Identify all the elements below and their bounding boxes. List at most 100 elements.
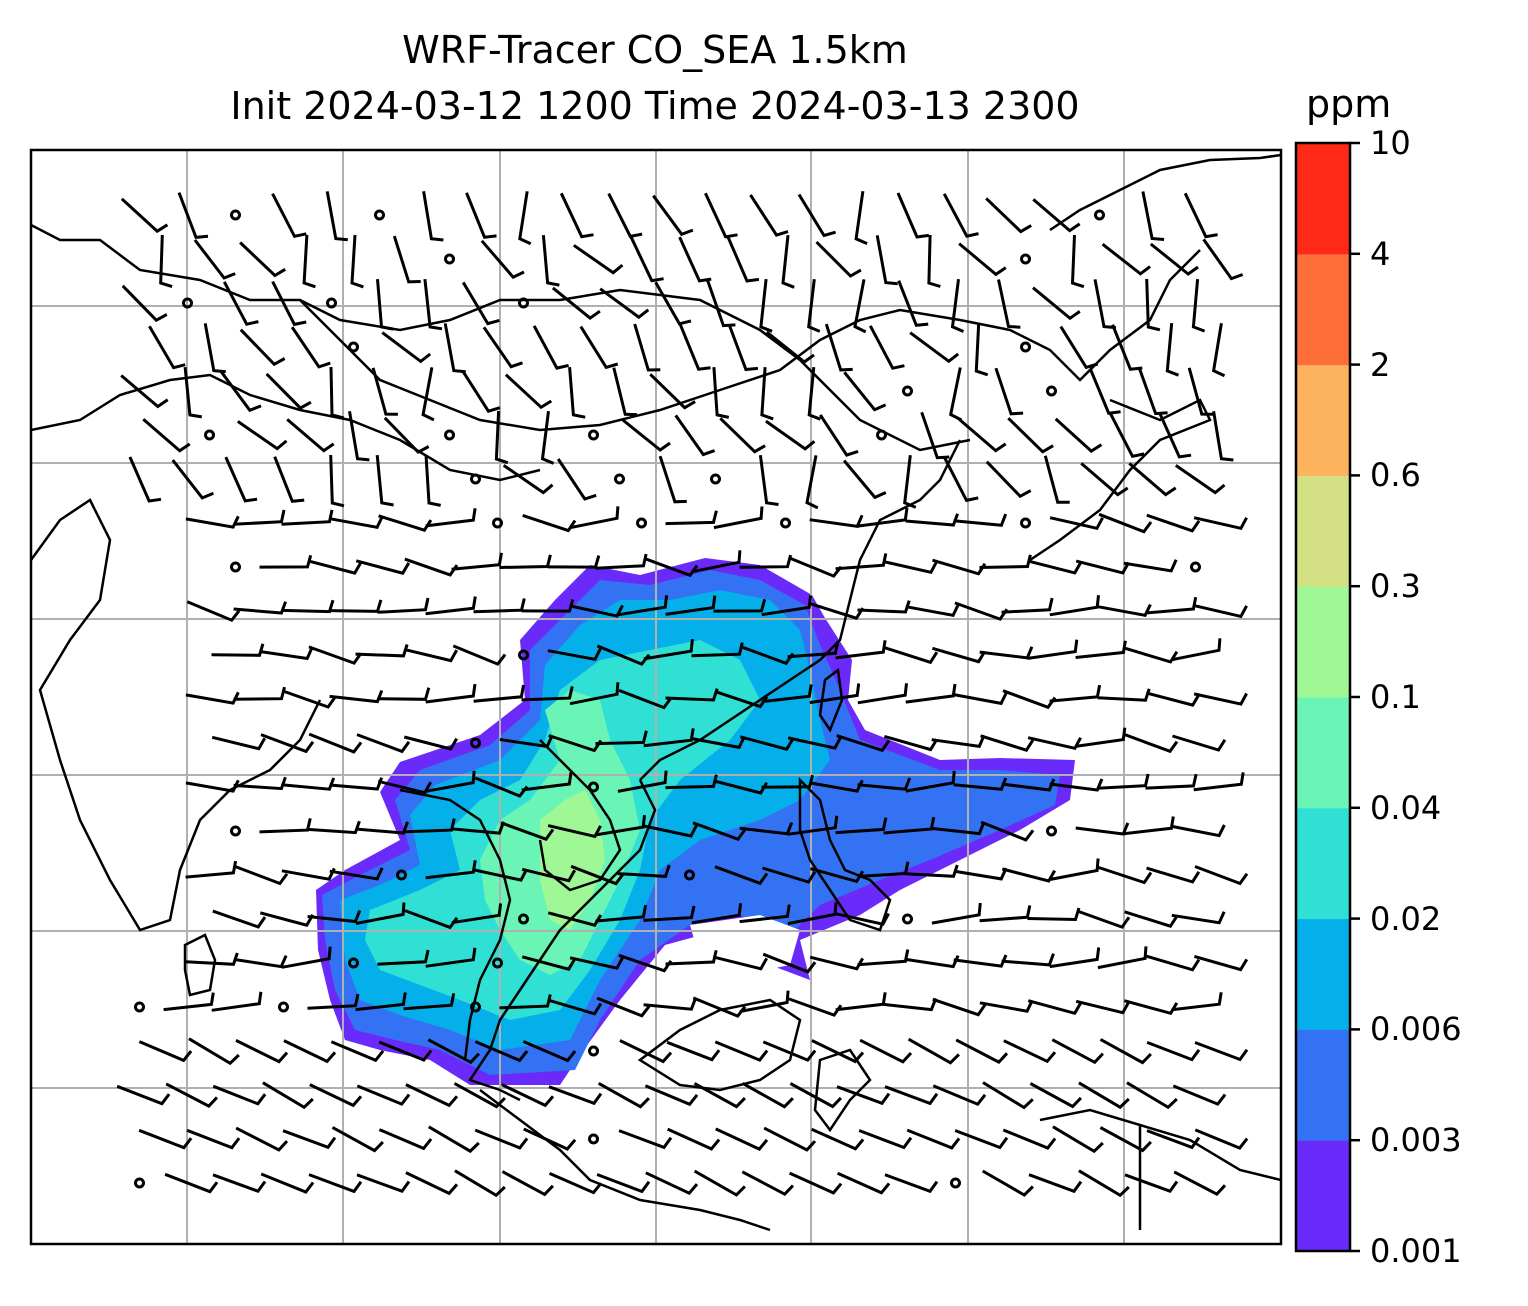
wind-barb bbox=[749, 194, 789, 237]
wind-barb bbox=[760, 366, 774, 421]
wind-barb bbox=[325, 191, 348, 242]
wind-barb bbox=[1049, 684, 1102, 703]
wind-barb bbox=[451, 552, 503, 571]
wind-barb bbox=[1027, 736, 1082, 751]
wind-barb bbox=[1001, 778, 1056, 792]
calm-wind-marker bbox=[588, 1045, 599, 1057]
wind-barb bbox=[265, 372, 312, 410]
wind-barb bbox=[281, 777, 336, 791]
wind-barb bbox=[1098, 866, 1153, 885]
wind-barb bbox=[858, 1129, 913, 1150]
calm-wind-marker bbox=[1094, 209, 1105, 221]
wind-barb bbox=[644, 1084, 699, 1107]
wind-barb bbox=[883, 560, 938, 575]
wind-barb bbox=[597, 1081, 650, 1109]
wind-barb bbox=[807, 279, 821, 333]
wind-barb bbox=[979, 554, 1032, 569]
wind-barb bbox=[1123, 999, 1179, 1016]
colorbar-tick-label: 0.1 bbox=[1370, 678, 1421, 716]
wind-barb bbox=[1098, 512, 1153, 534]
concentration-field bbox=[316, 558, 1075, 1085]
wind-barb bbox=[259, 554, 313, 569]
wind-barb bbox=[572, 244, 624, 275]
wind-barb bbox=[997, 279, 1021, 329]
calm-wind-marker bbox=[182, 297, 193, 309]
wind-barb bbox=[259, 818, 312, 834]
wind-barb bbox=[810, 1127, 865, 1151]
wind-barb bbox=[377, 687, 431, 701]
wind-barb bbox=[809, 514, 864, 528]
wind-barb bbox=[290, 326, 331, 369]
calm-wind-marker bbox=[636, 517, 647, 529]
new-guinea bbox=[1039, 1108, 1281, 1230]
wind-barb bbox=[618, 1129, 673, 1150]
calm-wind-marker bbox=[230, 561, 241, 573]
wind-barb bbox=[1165, 322, 1180, 377]
wind-barb bbox=[715, 1127, 769, 1151]
wind-barb bbox=[896, 192, 930, 239]
colorbar-tick-label: 0.006 bbox=[1370, 1010, 1462, 1049]
wind-barb bbox=[943, 456, 979, 503]
wind-barb bbox=[595, 730, 648, 746]
wind-barb bbox=[1049, 516, 1104, 531]
wind-barb bbox=[548, 998, 603, 1016]
wind-barb bbox=[348, 411, 370, 462]
wind-barb bbox=[759, 278, 773, 333]
wind-barb bbox=[665, 595, 717, 616]
wind-barb bbox=[1093, 279, 1117, 330]
wind-barb bbox=[185, 860, 238, 879]
wind-barb bbox=[548, 1085, 603, 1106]
wind-barb bbox=[421, 367, 435, 422]
wind-barb bbox=[836, 1085, 891, 1106]
wind-barb bbox=[188, 1037, 240, 1066]
wind-barb bbox=[1171, 992, 1223, 1012]
wind-barb bbox=[815, 240, 862, 278]
wind-barb bbox=[1137, 367, 1168, 416]
wind-barb bbox=[235, 1126, 289, 1152]
wind-barb bbox=[186, 600, 241, 623]
wind-barb bbox=[212, 1173, 267, 1193]
wind-barb bbox=[652, 194, 694, 237]
wind-barb bbox=[905, 603, 960, 617]
calm-wind-marker bbox=[1020, 341, 1031, 353]
wind-barb bbox=[281, 946, 332, 969]
wind-barb bbox=[1049, 778, 1104, 792]
wind-barb bbox=[193, 239, 236, 280]
wind-barb bbox=[691, 735, 746, 750]
calm-wind-marker bbox=[348, 341, 359, 353]
wind-barb bbox=[556, 458, 597, 501]
calm-wind-marker bbox=[470, 473, 481, 485]
wind-barb bbox=[461, 369, 501, 413]
wind-barb bbox=[1193, 516, 1248, 531]
wind-barb bbox=[422, 191, 444, 242]
wind-barb bbox=[504, 373, 553, 410]
wind-barb bbox=[666, 1040, 721, 1062]
wind-barb bbox=[547, 824, 602, 839]
wind-barb bbox=[788, 997, 843, 1017]
wind-barb bbox=[1027, 559, 1083, 575]
wind-barb bbox=[1027, 999, 1083, 1016]
wind-barb bbox=[233, 509, 286, 526]
wind-barb bbox=[909, 331, 960, 364]
wind-barb bbox=[1075, 727, 1127, 748]
wind-barb bbox=[985, 197, 1032, 234]
wind-barb bbox=[905, 864, 959, 878]
wind-barb bbox=[649, 373, 696, 410]
wind-barb bbox=[643, 997, 698, 1011]
wind-barb bbox=[958, 242, 1007, 277]
philippines bbox=[798, 776, 892, 932]
wind-barb bbox=[281, 599, 335, 614]
wind-barb bbox=[1194, 865, 1249, 886]
wind-barb bbox=[239, 241, 286, 278]
wind-barb bbox=[979, 905, 1032, 923]
wind-barb bbox=[726, 236, 760, 283]
wind-barb bbox=[1111, 324, 1143, 371]
wind-barb bbox=[425, 508, 477, 528]
wind-barb bbox=[1097, 603, 1152, 617]
wind-barb bbox=[307, 820, 361, 835]
wind-barb bbox=[350, 234, 364, 289]
colorbar-tick-label: 0.6 bbox=[1370, 456, 1421, 495]
wind-barb bbox=[500, 821, 555, 841]
wind-barb bbox=[1078, 1081, 1130, 1110]
wind-barb bbox=[1123, 559, 1178, 573]
